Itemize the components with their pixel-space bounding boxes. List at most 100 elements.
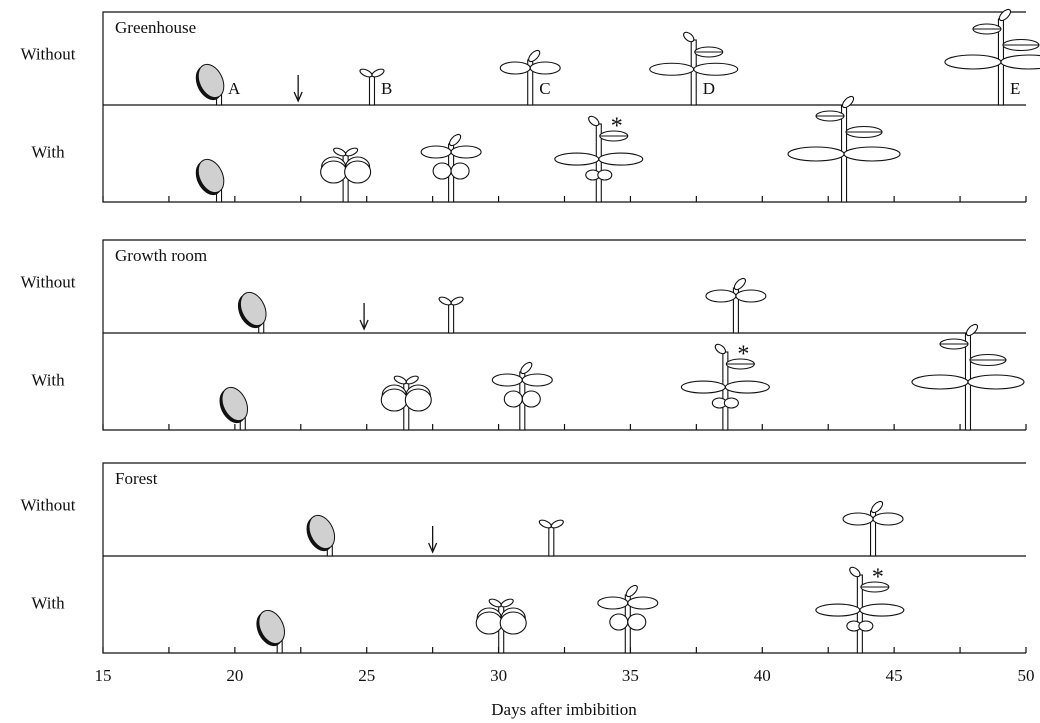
seed <box>235 288 271 329</box>
leaf <box>381 389 407 411</box>
leaf <box>945 55 1001 69</box>
leaf <box>725 381 769 393</box>
seedling-stage <box>500 49 560 105</box>
x-tick-label: 25 <box>358 666 375 685</box>
leaf <box>522 374 552 386</box>
seedling-stage <box>191 60 229 105</box>
leaf <box>450 296 464 307</box>
x-tick-label: 45 <box>886 666 903 685</box>
leaf <box>598 597 628 609</box>
leaf <box>870 500 885 515</box>
leaf <box>359 68 373 79</box>
leaf <box>694 63 738 75</box>
leaf <box>550 519 564 530</box>
leaf <box>332 147 346 158</box>
annotation: * <box>737 342 749 368</box>
leaf <box>650 63 694 75</box>
leaf <box>624 584 639 599</box>
leaf <box>599 153 643 165</box>
arrow <box>429 526 437 552</box>
leaf <box>530 62 560 74</box>
leaf <box>433 163 451 179</box>
row-label: With <box>31 142 65 161</box>
row-label: With <box>31 370 65 389</box>
leaf <box>488 598 502 609</box>
leaf <box>998 8 1013 23</box>
seedling-stage <box>706 277 766 333</box>
stem <box>449 303 454 333</box>
seedling-stage <box>945 8 1040 105</box>
leaf <box>1001 55 1040 69</box>
x-tick-label: 15 <box>95 666 112 685</box>
seedling-stage <box>555 114 643 202</box>
leaf <box>965 323 980 338</box>
leaf <box>344 147 358 158</box>
seed <box>304 511 340 552</box>
leaf <box>732 277 747 292</box>
leaf <box>736 290 766 302</box>
seedling-stage <box>816 565 904 653</box>
seedling-stage <box>301 511 339 556</box>
x-tick-label: 40 <box>754 666 771 685</box>
seedling-stage <box>681 342 769 430</box>
seed <box>217 383 253 424</box>
arrow <box>360 303 368 329</box>
leaf <box>610 614 628 630</box>
panel-frame <box>103 463 1026 653</box>
leaf <box>628 614 646 630</box>
seedling-stage <box>421 133 481 202</box>
row-label: Without <box>20 44 75 63</box>
seedling-stage <box>650 30 738 105</box>
annotation: * <box>872 565 884 591</box>
stem <box>369 75 374 105</box>
seedling-stage <box>788 95 900 202</box>
leaf <box>451 146 481 158</box>
seedling-stage <box>251 606 289 653</box>
seed <box>254 606 290 647</box>
figure: Days after imbibition GreenhouseWithoutA… <box>0 0 1040 723</box>
seedling-stage <box>843 500 903 556</box>
leaf <box>421 146 451 158</box>
leaf <box>912 375 968 389</box>
leaf <box>724 398 738 408</box>
seedling-stage <box>321 147 371 202</box>
stage-label: D <box>703 79 715 98</box>
row-label: With <box>31 593 65 612</box>
panel-title: Forest <box>115 469 158 488</box>
leaf <box>500 598 514 609</box>
x-tick-label: 30 <box>490 666 507 685</box>
seed <box>193 155 229 196</box>
seed <box>193 60 229 101</box>
stem <box>549 526 554 556</box>
leaf <box>345 161 371 183</box>
leaf <box>504 391 522 407</box>
leaf <box>448 133 463 148</box>
arrow <box>294 75 302 101</box>
stage-label: E <box>1010 79 1020 98</box>
leaf <box>873 513 903 525</box>
leaf <box>527 49 542 64</box>
seedling-stage <box>538 519 564 556</box>
leaf <box>476 612 502 634</box>
leaf <box>788 147 844 161</box>
leaf <box>522 391 540 407</box>
stage-label: C <box>539 79 550 98</box>
leaf <box>500 612 526 634</box>
leaf <box>438 296 452 307</box>
leaf <box>555 153 599 165</box>
leaf <box>371 68 385 79</box>
leaf <box>816 604 860 616</box>
leaf <box>681 381 725 393</box>
seedling-stage <box>492 361 552 430</box>
stage-label: B <box>381 79 392 98</box>
seedling-stage <box>191 155 229 202</box>
stage-label: A <box>228 79 241 98</box>
panel-title: Growth room <box>115 246 207 265</box>
leaf <box>405 389 431 411</box>
seedling-stage <box>214 383 252 430</box>
x-tick-label: 50 <box>1018 666 1035 685</box>
leaf <box>405 375 419 386</box>
leaf <box>843 513 873 525</box>
annotation: * <box>611 114 623 140</box>
seedling-stage <box>598 584 658 653</box>
